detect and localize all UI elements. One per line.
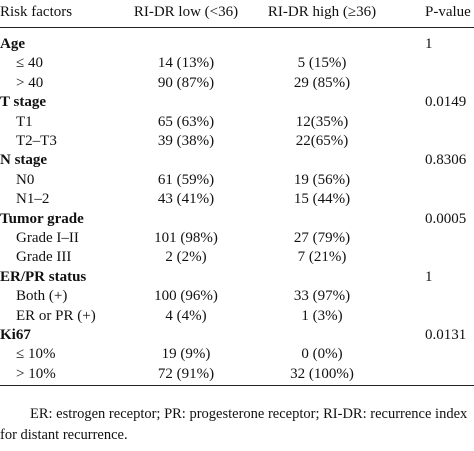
row-label: T2–T3: [16, 133, 57, 149]
cell-low: 101 (98%): [154, 230, 218, 246]
p-value: 0.8306: [425, 152, 467, 169]
cell-high: 29 (85%): [293, 74, 351, 91]
row-label: N1–2: [16, 191, 50, 208]
header-rule: [0, 27, 474, 28]
cell-low: 65 (63%): [157, 113, 215, 130]
row-label: ≤ 10%: [16, 346, 56, 363]
p-value: 0.0005: [425, 210, 467, 227]
row-label: > 10%: [16, 365, 56, 382]
p-value: 1: [425, 268, 433, 285]
group-name: Ki67: [0, 327, 31, 343]
header-cell: P-value: [425, 4, 471, 20]
cell-low: 19 (9%): [161, 346, 211, 363]
footnote: ER: estrogen receptor; PR: progesterone …: [0, 406, 468, 443]
cell-high: 12(35%): [295, 113, 349, 130]
row-label: ≤ 40: [16, 55, 43, 72]
row-label: ER or PR (+): [16, 307, 96, 324]
cell-high: 7 (21%): [297, 249, 347, 266]
p-value: 1: [425, 36, 433, 52]
row-label: Grade III: [16, 249, 72, 266]
group-name: N stage: [0, 152, 48, 169]
cell-high: 32 (100%): [290, 365, 354, 382]
cell-low: 100 (96%): [154, 288, 218, 305]
cell-low: 2 (2%): [165, 249, 207, 266]
row-label: > 40: [16, 74, 44, 91]
cell-low: 90 (87%): [157, 74, 215, 91]
cell-high: 5 (15%): [297, 55, 347, 72]
row-label: Grade I–II: [16, 230, 79, 246]
group-name: Age: [0, 36, 25, 52]
header-cell: RI-DR high (≥36): [267, 4, 377, 20]
cell-high: 15 (44%): [293, 191, 351, 208]
header-cell: Risk factors: [0, 4, 73, 20]
header-cell: RI-DR low (<36): [133, 4, 239, 20]
cell-high: 27 (79%): [293, 230, 351, 246]
group-name: ER/PR status: [0, 268, 87, 285]
cell-high: 19 (56%): [293, 171, 351, 188]
cell-low: 39 (38%): [157, 133, 215, 149]
p-value: 0.0149: [425, 94, 467, 111]
cell-low: 43 (41%): [157, 191, 215, 208]
row-label: Both (+): [16, 288, 68, 305]
row-label: T1: [16, 113, 33, 130]
cell-low: 4 (4%): [165, 307, 207, 324]
cell-high: 22(65%): [295, 133, 349, 149]
cell-low: 14 (13%): [157, 55, 215, 72]
cell-low: 72 (91%): [157, 365, 215, 382]
cell-low: 61 (59%): [157, 171, 215, 188]
cell-high: 33 (97%): [293, 288, 351, 305]
bottom-rule: [0, 385, 474, 386]
cell-high: 1 (3%): [301, 307, 343, 324]
cell-high: 0 (0%): [301, 346, 343, 363]
group-name: Tumor grade: [0, 210, 84, 227]
group-name: T stage: [0, 94, 46, 111]
row-label: N0: [16, 171, 35, 188]
p-value: 0.0131: [425, 327, 467, 343]
